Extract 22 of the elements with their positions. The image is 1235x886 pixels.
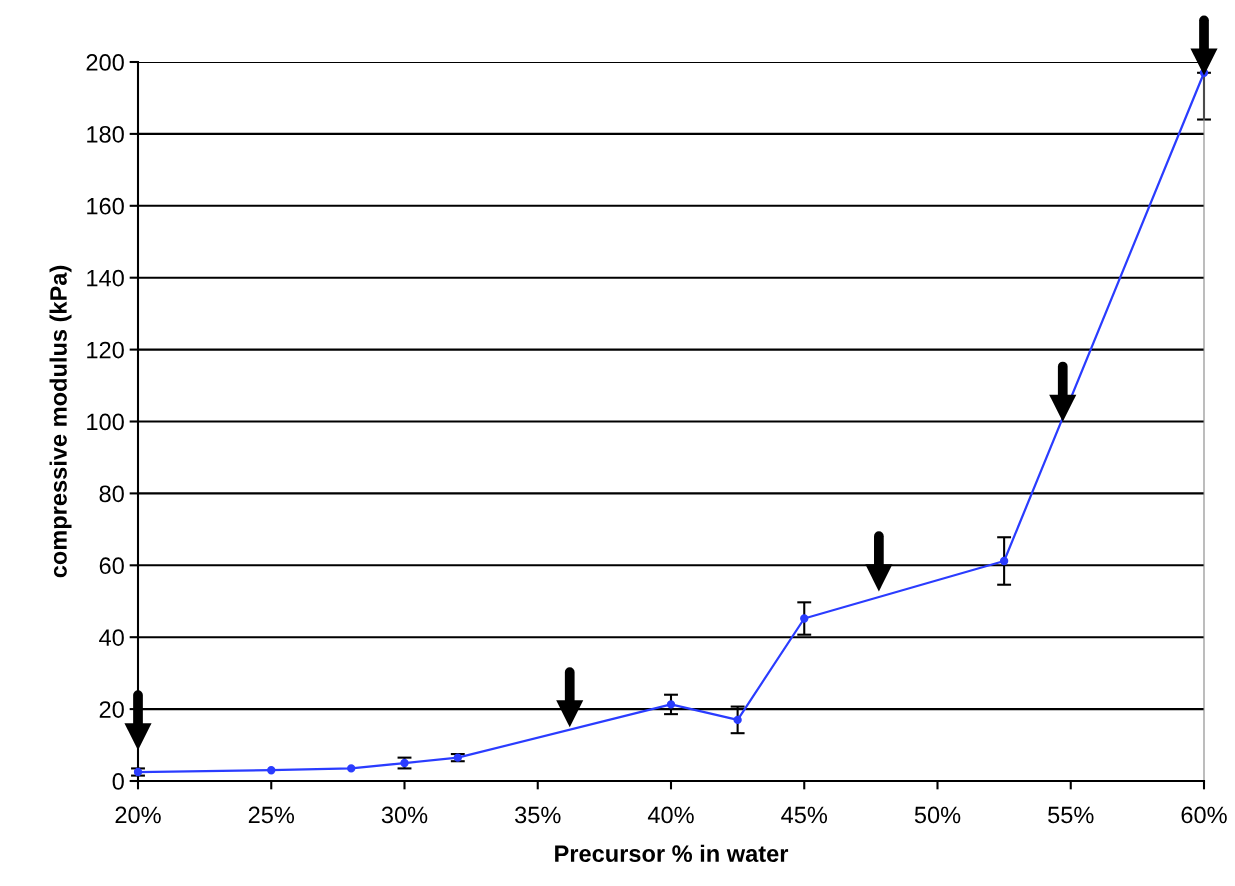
y-tick-label: 160 (87, 197, 124, 215)
x-tick-label: 50% (914, 806, 961, 824)
x-tick-label: 60% (1181, 806, 1227, 824)
y-tick-label: 80 (99, 485, 124, 503)
y-tick-label: 140 (87, 269, 124, 287)
x-tick-label: 40% (647, 806, 694, 824)
x-tick-label: 30% (381, 806, 428, 824)
y-tick-label: 200 (86, 54, 124, 71)
y-tick-label: 60 (99, 557, 124, 575)
x-tick-label: 45% (781, 806, 828, 824)
y-tick-label: 40 (99, 629, 124, 646)
x-tick-label: 35% (515, 806, 561, 824)
y-tick-label: 120 (87, 341, 124, 359)
x-tick-label: 55% (1048, 806, 1094, 824)
x-tick-label: 25% (248, 806, 295, 824)
y-tick-label: 100 (87, 413, 124, 431)
y-axis-title: compressive modulus (kPa) (49, 265, 72, 578)
y-tick-label: 20 (99, 701, 124, 718)
x-axis-title: Precursor % in water (555, 844, 789, 863)
x-tick-label: 20% (115, 806, 161, 824)
y-tick-label: 0 (112, 773, 124, 790)
y-tick-label: 180 (87, 125, 124, 143)
